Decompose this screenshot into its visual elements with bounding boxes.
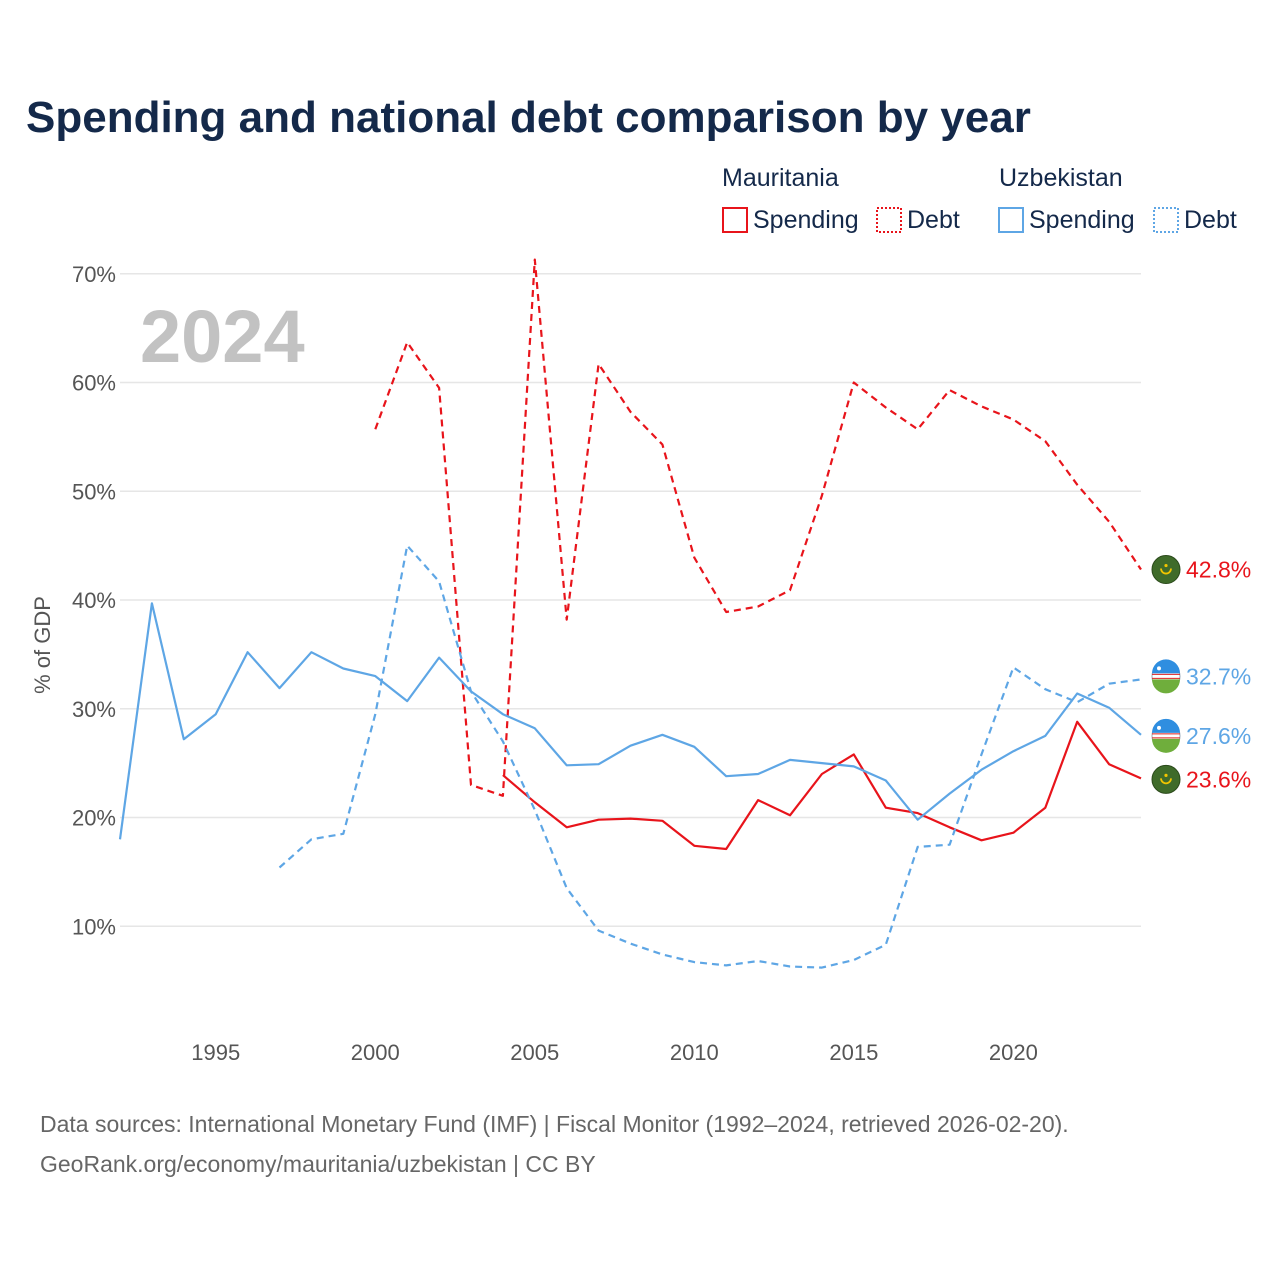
series-line-mauritania-spending bbox=[502, 720, 1142, 851]
legend-label-uzbekistan-debt: Debt bbox=[1184, 206, 1237, 234]
star-icon bbox=[1164, 563, 1168, 568]
legend-group-mauritania: Mauritania bbox=[722, 164, 839, 192]
y-tick-label: 20% bbox=[72, 806, 116, 831]
end-label-value: 42.8% bbox=[1186, 557, 1251, 583]
end-marker-uzbekistan-spending: 27.6% bbox=[1151, 718, 1251, 753]
y-tick-label: 50% bbox=[72, 479, 116, 504]
y-axis-ticks: 10% 20% 30% 40% 50% 60% 70% bbox=[72, 262, 116, 940]
x-tick-label: 2010 bbox=[670, 1040, 719, 1065]
end-markers: 23.6% 42.8% 27.6% 32.7% bbox=[1151, 555, 1251, 794]
crescent-icon bbox=[1160, 778, 1172, 785]
series-line-uzbekistan-spending bbox=[118, 602, 1142, 840]
legend-label-mauritania-debt: Debt bbox=[907, 206, 960, 234]
x-tick-label: 1995 bbox=[191, 1040, 240, 1065]
flag-band-green bbox=[1152, 679, 1181, 694]
year-watermark: 2024 bbox=[140, 295, 305, 378]
legend-label-uzbekistan-spending: Spending bbox=[1029, 206, 1135, 234]
crescent-icon bbox=[1157, 725, 1161, 730]
series-line-mauritania-debt bbox=[374, 258, 1142, 797]
x-tick-label: 2000 bbox=[351, 1040, 400, 1065]
flag-mauritania-icon bbox=[1151, 764, 1181, 794]
end-marker-mauritania-debt: 42.8% bbox=[1151, 555, 1251, 585]
y-tick-label: 40% bbox=[72, 588, 116, 613]
legend-swatch-uzbekistan-debt bbox=[1153, 207, 1179, 233]
y-tick-label: 30% bbox=[72, 697, 116, 722]
y-tick-label: 70% bbox=[72, 262, 116, 287]
star-icon bbox=[1164, 773, 1168, 777]
x-tick-label: 2015 bbox=[829, 1040, 878, 1065]
flag-band-blue bbox=[1152, 659, 1181, 674]
end-marker-uzbekistan-debt: 32.7% bbox=[1151, 659, 1251, 694]
flag-band-green bbox=[1152, 738, 1181, 753]
flag-mauritania-icon bbox=[1151, 555, 1181, 585]
source-line-1: Data sources: International Monetary Fun… bbox=[40, 1111, 1069, 1137]
legend-swatch-mauritania-spending bbox=[722, 207, 748, 233]
legend-swatch-mauritania-debt bbox=[876, 207, 902, 233]
y-tick-label: 60% bbox=[72, 371, 116, 396]
source-line-2: GeoRank.org/economy/mauritania/uzbekista… bbox=[40, 1151, 596, 1177]
chart-title: Spending and national debt comparison by… bbox=[26, 93, 1031, 142]
end-label-value: 32.7% bbox=[1186, 663, 1251, 689]
x-tick-label: 2005 bbox=[510, 1040, 559, 1065]
end-label-value: 27.6% bbox=[1186, 723, 1251, 749]
crescent-icon bbox=[1157, 666, 1161, 671]
end-label-value: 23.6% bbox=[1186, 766, 1251, 792]
x-tick-label: 2020 bbox=[989, 1040, 1038, 1065]
gridlines bbox=[120, 273, 1141, 927]
y-tick-label: 10% bbox=[72, 914, 116, 939]
series-line-uzbekistan-debt bbox=[278, 544, 1142, 969]
legend-label-mauritania-spending: Spending bbox=[753, 206, 859, 234]
y-axis-label: % of GDP bbox=[30, 596, 55, 694]
legend: Mauritania Spending Debt Uzbekistan Spen… bbox=[722, 164, 1237, 234]
flag-band-blue bbox=[1152, 718, 1181, 733]
end-marker-mauritania-spending: 23.6% bbox=[1151, 764, 1251, 794]
legend-swatch-uzbekistan-spending bbox=[998, 207, 1024, 233]
series-lines bbox=[118, 258, 1142, 969]
x-axis-ticks: 1995 2000 2005 2010 2015 2020 bbox=[191, 1040, 1038, 1065]
legend-group-uzbekistan: Uzbekistan bbox=[999, 164, 1123, 192]
crescent-icon bbox=[1160, 568, 1172, 575]
